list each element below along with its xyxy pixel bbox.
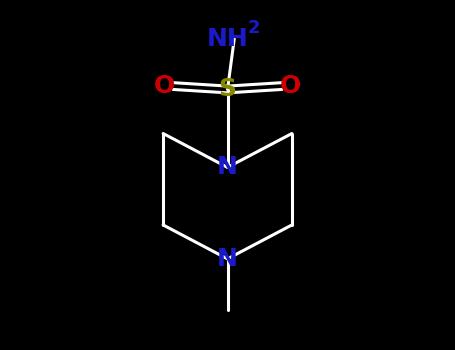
Text: O: O	[154, 74, 176, 98]
Text: NH: NH	[207, 27, 248, 51]
Text: 2: 2	[248, 20, 260, 37]
Text: N: N	[217, 247, 238, 271]
Text: O: O	[279, 74, 301, 98]
Text: S: S	[218, 77, 237, 101]
Text: N: N	[217, 155, 238, 180]
